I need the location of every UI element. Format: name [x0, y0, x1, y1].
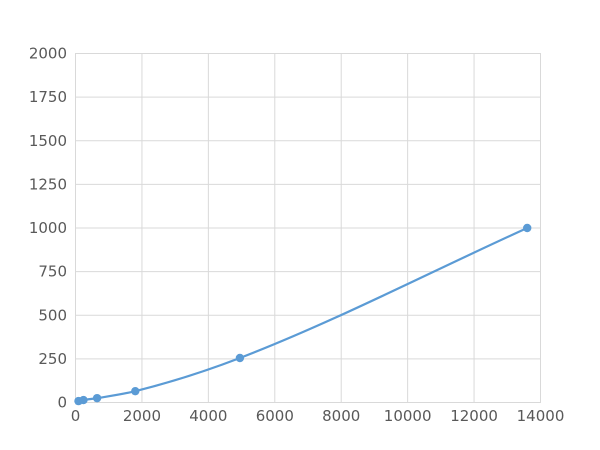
- x-tick-label: 8000: [322, 407, 360, 425]
- x-tick-label: 2000: [123, 407, 161, 425]
- x-tick-label: 6000: [256, 407, 294, 425]
- data-point-marker: [79, 395, 88, 405]
- x-tick-label: 0: [71, 407, 81, 425]
- y-tick-label: 1750: [29, 88, 67, 106]
- y-tick-label: 2000: [29, 45, 67, 63]
- y-tick-label: 1000: [29, 219, 67, 237]
- x-tick-label: 14000: [517, 407, 565, 425]
- y-tick-label: 500: [38, 306, 67, 324]
- x-tick-label: 10000: [384, 407, 432, 425]
- x-tick-label: 12000: [450, 407, 498, 425]
- data-point-marker: [92, 393, 102, 403]
- data-point-marker: [235, 353, 245, 363]
- plot-border: [75, 53, 541, 403]
- x-tick-label: 4000: [189, 407, 227, 425]
- y-tick-label: 250: [38, 350, 67, 368]
- y-tick-label: 750: [38, 263, 67, 281]
- data-point-marker: [523, 223, 532, 233]
- data-point-marker: [131, 386, 140, 396]
- y-tick-label: 1500: [29, 132, 67, 150]
- y-tick-label: 0: [57, 394, 67, 412]
- y-tick-label: 1250: [29, 175, 67, 193]
